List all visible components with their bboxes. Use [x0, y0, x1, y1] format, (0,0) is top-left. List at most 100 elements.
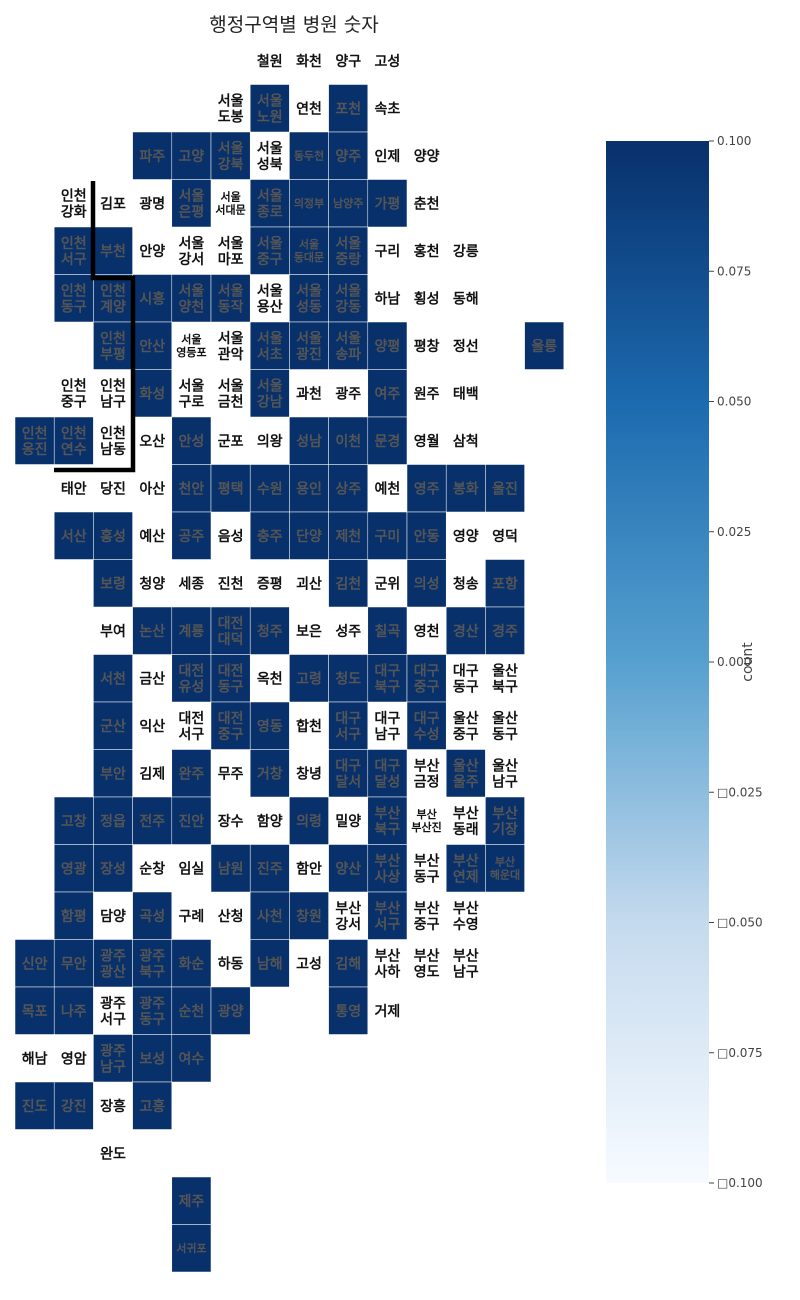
tile-label: 봉화 [453, 481, 479, 497]
tile-rect [211, 559, 251, 607]
tile-label: 울주 [453, 773, 479, 790]
tile-rect [171, 986, 212, 1035]
tile-label: 남구 [100, 1058, 126, 1075]
tile-label: 영등포 [176, 346, 206, 359]
tile-rect [289, 891, 329, 940]
tile-label: 서천 [100, 671, 126, 687]
tile-cell: 의령 [289, 796, 329, 845]
tile-label: 인천 [100, 282, 126, 299]
tile-cell: 함양 [250, 797, 290, 845]
tile-label: 김제 [139, 765, 165, 782]
tile-rect [367, 227, 407, 275]
tile-label: 서울 [181, 332, 201, 346]
tile-label: 서구 [61, 252, 87, 268]
tile-rect [211, 797, 251, 845]
tile-label: 서울 [218, 377, 244, 394]
tile-label: 서초 [257, 347, 283, 363]
tile-rect [289, 796, 329, 845]
tile-label: 청송 [453, 576, 479, 592]
tile-label: 북구 [139, 964, 165, 980]
tile-rect [328, 607, 368, 655]
tile-cell: 창원 [289, 891, 329, 940]
tile-rect [446, 417, 486, 465]
tile-rect [132, 227, 172, 275]
tile-cell: 군위 [367, 559, 407, 607]
tile-label: 계양 [100, 299, 126, 315]
tile-label: 광주 [100, 1042, 126, 1059]
tile-rect [93, 179, 133, 227]
tile-label: 안양 [139, 243, 165, 260]
tile-rect [132, 417, 172, 465]
tile-rect [249, 606, 290, 655]
tile-cell: 고흥 [132, 1081, 173, 1130]
tile-label: 부천 [100, 244, 126, 260]
tile-cell: 하동 [211, 939, 251, 987]
tile-label: 인제 [375, 148, 401, 165]
tile-rect [14, 986, 55, 1035]
tile-cell: 합천 [289, 702, 329, 750]
tile-rect [367, 37, 407, 85]
tile-cell: 평창 [407, 322, 447, 370]
tile-cell: 영덕 [485, 512, 525, 560]
tile-label: 공주 [179, 529, 205, 545]
tile-label: 영주 [414, 480, 440, 497]
tile-label: 옹진 [22, 441, 48, 458]
tile-label: 정읍 [100, 813, 126, 830]
tile-rect [250, 417, 290, 465]
tile-rect [249, 321, 290, 370]
colorbar-tick-label: 0.050 [717, 395, 751, 409]
tile-cell: 목포 [14, 986, 55, 1035]
tile-label: 강릉 [453, 243, 479, 260]
tile-label: 노원 [257, 109, 283, 125]
tile-label: 중구 [414, 917, 440, 933]
tile-cell: 용인 [289, 464, 329, 513]
tile-cell: 고성 [289, 939, 329, 987]
tile-rect [289, 37, 329, 85]
tile-rect [328, 844, 369, 893]
tile-rect [289, 749, 329, 797]
tile-label: 성주 [335, 624, 361, 640]
tile-cell: 홍성 [93, 511, 133, 560]
tile-label: 서울 [179, 282, 205, 299]
tile-label: 울진 [492, 480, 518, 497]
tile-cell: 파주 [132, 131, 173, 180]
tile-rect [289, 702, 329, 750]
tile-rect [93, 1129, 133, 1177]
tile-rect [446, 274, 486, 322]
tile-rect [211, 84, 251, 132]
tile-rect [328, 892, 368, 940]
tile-rect [132, 1034, 173, 1083]
tile-label: 고흥 [139, 1098, 165, 1115]
tile-rect [15, 1034, 55, 1082]
tile-label: 청도 [335, 671, 361, 687]
tile-cell: 서천 [93, 654, 133, 703]
tile-rect [132, 131, 173, 180]
tile-label: 함양 [257, 813, 283, 830]
tile-label: 통영 [335, 1003, 361, 1020]
tile-cell: 포항 [485, 559, 525, 608]
tile-label: 서울 [218, 282, 244, 299]
tile-rect [407, 607, 447, 655]
tile-label: 구례 [179, 909, 205, 925]
tile-rect [171, 749, 212, 798]
tile-label: 부산 [335, 900, 361, 917]
tile-label: 인천 [61, 235, 87, 252]
tile-rect [211, 939, 251, 987]
tile-label: 광양 [218, 1003, 244, 1020]
tile-label: 목포 [22, 1004, 48, 1020]
tile-cell: 포천 [328, 84, 369, 133]
tile-cell: 철원 [250, 37, 290, 85]
tile-rect [445, 844, 486, 893]
tile-label: 보은 [296, 624, 322, 640]
tile-cell: 창녕 [289, 749, 329, 797]
tile-rect [446, 654, 486, 702]
tile-label: 대전 [218, 710, 244, 727]
tile-rect [54, 179, 94, 227]
